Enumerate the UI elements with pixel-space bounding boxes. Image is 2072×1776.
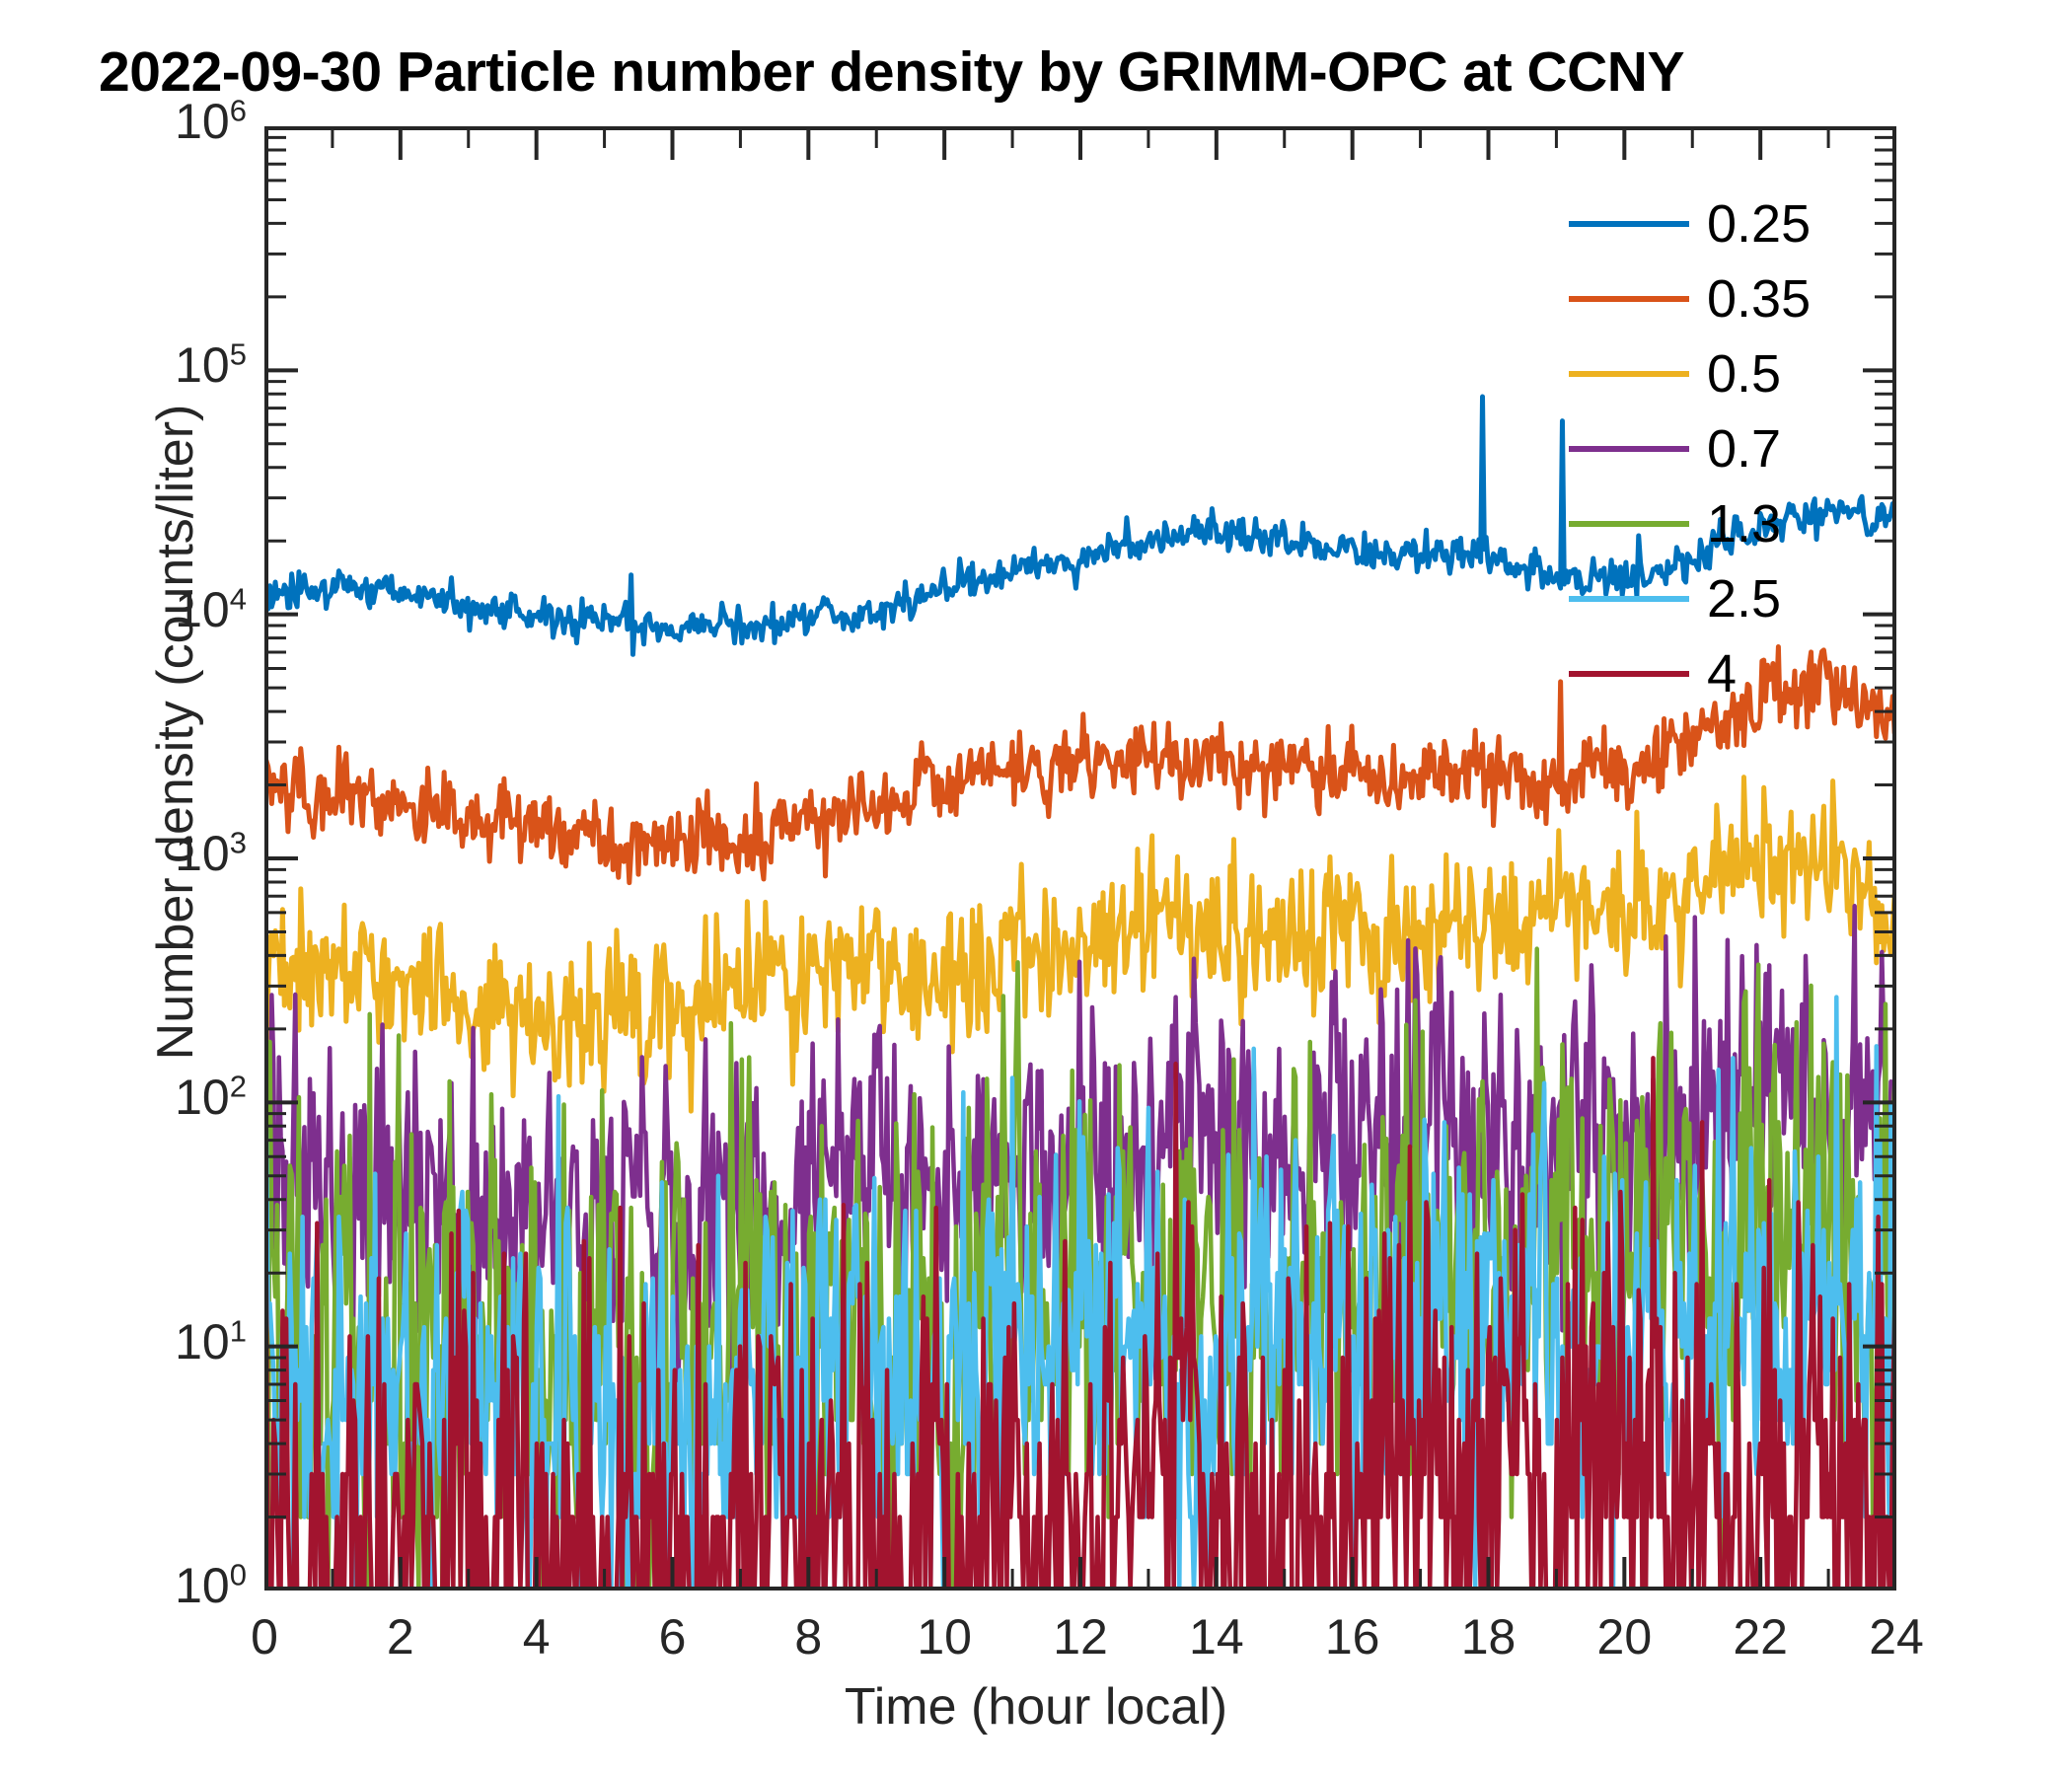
series-line-4 bbox=[264, 1056, 1896, 1591]
x-tick-label: 24 bbox=[1869, 1609, 1924, 1665]
x-axis-label: Time (hour local) bbox=[844, 1678, 1228, 1736]
legend-label-0-25: 0.25 bbox=[1707, 194, 1812, 254]
y-tick-label: 103 bbox=[175, 825, 247, 881]
legend-item-0-7[interactable]: 0.7 bbox=[1569, 412, 1781, 485]
legend-item-1-3[interactable]: 1.3 bbox=[1569, 487, 1781, 560]
legend-swatch-0-35 bbox=[1569, 296, 1689, 302]
axis-frame bbox=[264, 126, 1896, 1591]
data-series-group bbox=[264, 394, 1896, 1591]
x-tick-label: 4 bbox=[522, 1609, 551, 1665]
x-tick-label: 2 bbox=[386, 1609, 414, 1665]
y-tick-label: 100 bbox=[175, 1557, 247, 1613]
x-tick-label: 14 bbox=[1189, 1609, 1244, 1665]
legend-item-4[interactable]: 4 bbox=[1569, 637, 1737, 710]
legend-label-1-3: 1.3 bbox=[1707, 494, 1782, 554]
legend-swatch-0-25 bbox=[1569, 221, 1689, 227]
x-tick-label: 10 bbox=[917, 1609, 972, 1665]
legend-swatch-4 bbox=[1569, 671, 1689, 677]
x-tick-label: 20 bbox=[1596, 1609, 1653, 1665]
legend-swatch-2-5 bbox=[1569, 596, 1689, 602]
x-tick-label: 12 bbox=[1053, 1609, 1108, 1665]
x-tick-label: 6 bbox=[658, 1609, 687, 1665]
legend-label-0-7: 0.7 bbox=[1707, 419, 1782, 479]
legend-label-0-5: 0.5 bbox=[1707, 344, 1782, 404]
x-tick-label: 8 bbox=[794, 1609, 823, 1665]
plot-area bbox=[264, 126, 1896, 1591]
y-tick-label: 104 bbox=[175, 581, 247, 637]
x-tick-label: 0 bbox=[251, 1609, 278, 1665]
series-line-0-25 bbox=[264, 394, 1896, 657]
series-line-0-35 bbox=[264, 643, 1896, 886]
legend-item-0-35[interactable]: 0.35 bbox=[1569, 262, 1811, 335]
legend-item-0-5[interactable]: 0.5 bbox=[1569, 337, 1781, 410]
legend-swatch-0-7 bbox=[1569, 446, 1689, 452]
x-tick-label: 22 bbox=[1733, 1609, 1788, 1665]
page-title: 2022-09-30 Particle number density by GR… bbox=[99, 40, 1684, 104]
series-line-0-5 bbox=[264, 775, 1896, 1114]
legend-label-0-35: 0.35 bbox=[1707, 269, 1812, 329]
legend-item-0-25[interactable]: 0.25 bbox=[1569, 187, 1811, 260]
x-tick-label: 18 bbox=[1460, 1609, 1517, 1665]
legend-item-2-5[interactable]: 2.5 bbox=[1569, 562, 1781, 635]
y-tick-label: 102 bbox=[175, 1069, 247, 1126]
y-tick-label: 101 bbox=[175, 1313, 247, 1369]
legend-label-4: 4 bbox=[1707, 644, 1738, 703]
plot-svg bbox=[264, 126, 1896, 1591]
y-tick-label: 105 bbox=[175, 336, 247, 394]
axis-ticks-group bbox=[264, 126, 1896, 1591]
legend-swatch-0-5 bbox=[1569, 371, 1689, 377]
legend-label-2-5: 2.5 bbox=[1707, 569, 1782, 629]
y-tick-label: 106 bbox=[175, 93, 247, 149]
x-tick-label: 16 bbox=[1324, 1609, 1380, 1665]
legend-swatch-1-3 bbox=[1569, 521, 1689, 527]
